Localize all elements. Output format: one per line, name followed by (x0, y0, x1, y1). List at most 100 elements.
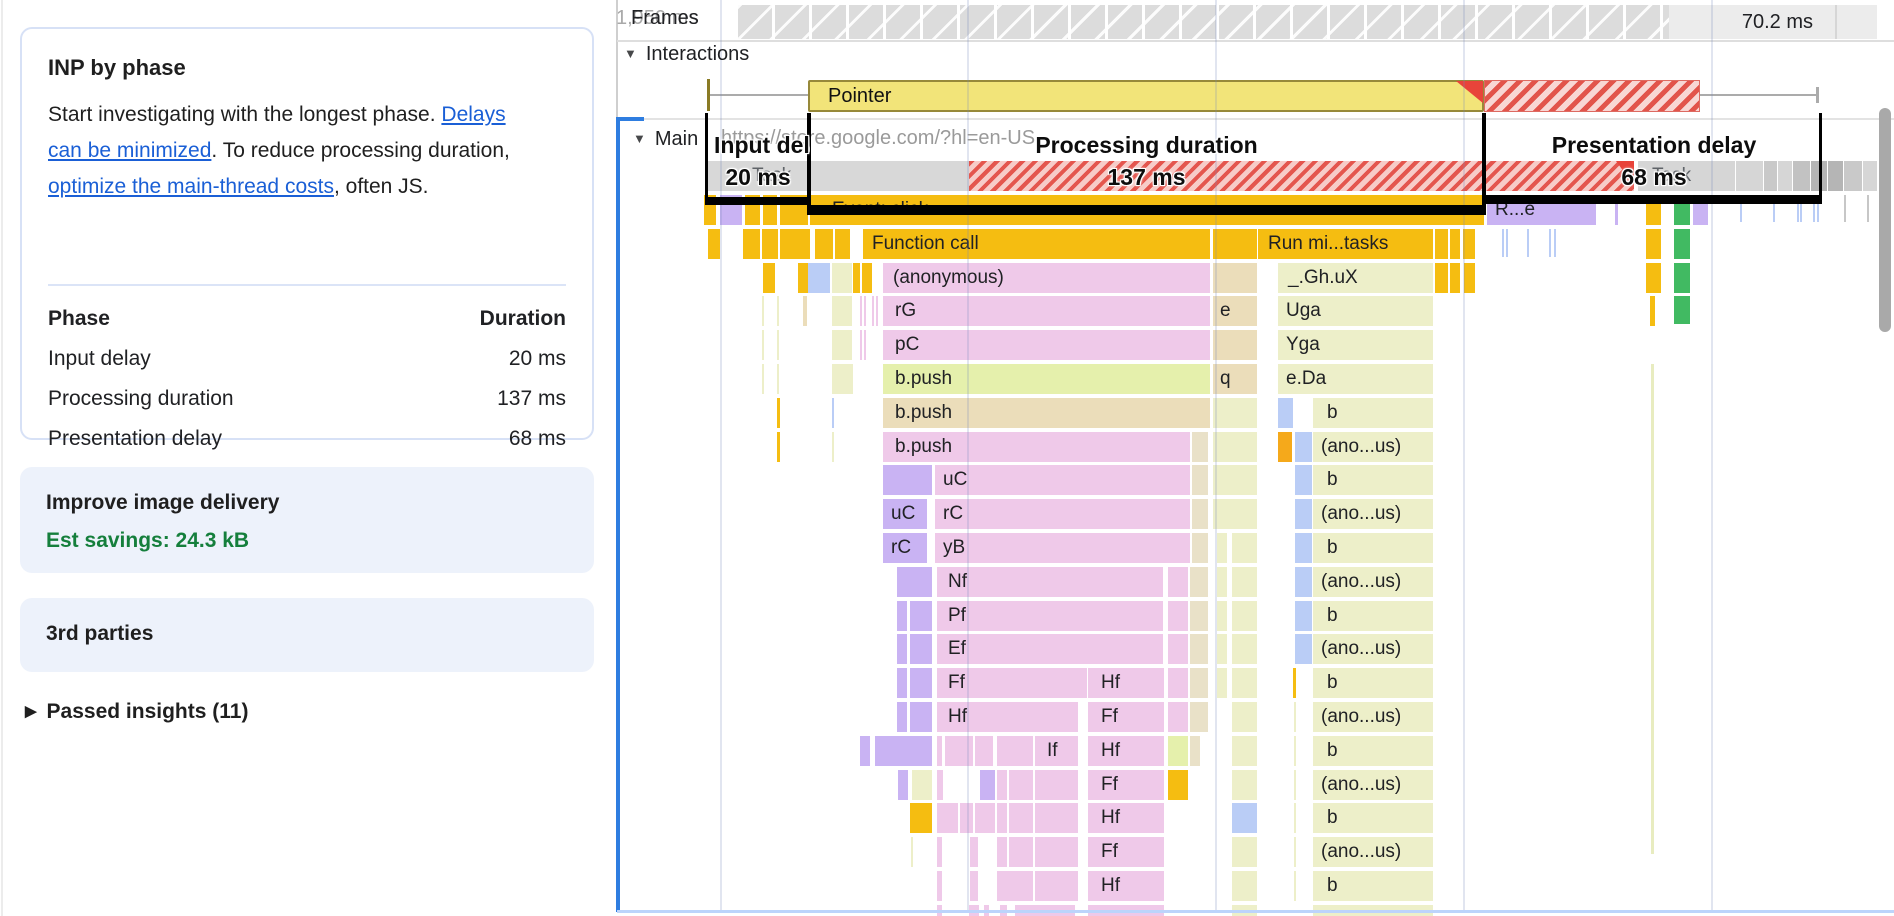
flame-bar[interactable] (1192, 432, 1208, 462)
flame-bar[interactable] (937, 803, 958, 833)
flame-bar-b[interactable]: b (1313, 871, 1433, 901)
flame-bar[interactable] (997, 803, 1007, 833)
flame-bar[interactable] (1217, 634, 1227, 664)
flame-bar--gh-ux[interactable]: _.Gh.uX (1278, 263, 1433, 293)
flame-bar[interactable] (1192, 499, 1208, 529)
flame-bar[interactable] (1190, 736, 1200, 766)
flame-bar[interactable] (1646, 263, 1661, 293)
passed-insights-toggle[interactable]: ▶ Passed insights (11) (25, 700, 248, 724)
flame-bar-rc[interactable]: rC (883, 533, 927, 563)
flame-bar[interactable] (1168, 601, 1188, 631)
flame-bar[interactable] (1867, 195, 1869, 222)
flame-bar[interactable] (1736, 161, 1763, 191)
flame-bar[interactable] (980, 770, 995, 800)
flame-bar[interactable] (1554, 229, 1556, 257)
flame-bar[interactable] (762, 364, 764, 394)
flame-bar[interactable] (777, 398, 780, 428)
pointer-interaction-bar[interactable]: Pointer (808, 80, 1484, 112)
flame-bar[interactable] (1797, 195, 1799, 222)
flame-bar[interactable] (762, 229, 778, 259)
flame-bar-yga[interactable]: Yga (1278, 330, 1433, 360)
flame-bar-uc[interactable]: uC (935, 465, 1190, 495)
flame-bar[interactable] (1168, 702, 1188, 732)
flame-bar--ano-us-[interactable]: (ano...us) (1313, 837, 1433, 867)
flame-bar[interactable] (1844, 195, 1846, 222)
flame-bar[interactable] (1435, 229, 1448, 259)
flame-bar[interactable] (883, 465, 932, 495)
flame-bar[interactable] (777, 432, 780, 462)
flame-bar-e[interactable]: e (1213, 296, 1257, 326)
flame-bar[interactable] (1168, 668, 1188, 698)
flame-bar-hf[interactable]: Hf (1088, 668, 1164, 698)
flame-bar[interactable] (832, 330, 852, 360)
flame-bar-function-call[interactable]: Function call (863, 229, 1210, 259)
flame-bar[interactable] (1450, 263, 1460, 293)
flame-bar[interactable] (1502, 229, 1504, 257)
flame-bar-b[interactable]: b (1313, 398, 1433, 428)
flame-bar-b[interactable]: b (1313, 465, 1433, 495)
flame-bar[interactable] (1435, 263, 1448, 293)
flame-bar-e-da[interactable]: e.Da (1278, 364, 1433, 394)
flame-bar[interactable] (1035, 770, 1078, 800)
flame-bar[interactable] (1549, 229, 1551, 257)
long-frame-block[interactable]: 70.2 ms (1669, 5, 1877, 39)
flame-bar--ano-us-[interactable]: (ano...us) (1313, 702, 1433, 732)
flame-bar[interactable] (860, 296, 862, 326)
flame-bar[interactable] (1295, 432, 1312, 462)
flame-bar[interactable] (1463, 229, 1475, 259)
inp-by-phase-card[interactable]: INP by phase Start investigating with th… (20, 27, 594, 450)
flame-bar[interactable] (1009, 770, 1033, 800)
frames-track[interactable]: 70.2 ms (617, 5, 1877, 39)
flame-bar[interactable] (1506, 229, 1508, 257)
flame-bar[interactable] (1035, 837, 1078, 867)
flame-bar[interactable] (1295, 634, 1312, 664)
flame-bar[interactable] (1773, 195, 1775, 222)
main-track-header[interactable]: ▼ Main (633, 128, 698, 151)
flame-bar[interactable] (1009, 837, 1033, 867)
flame-bar[interactable] (832, 432, 834, 462)
flame-bar[interactable] (897, 668, 907, 698)
flame-bar[interactable] (1217, 533, 1227, 563)
flame-bar[interactable] (1650, 296, 1655, 326)
flame-bar--ano-us-[interactable]: (ano...us) (1313, 567, 1433, 597)
flame-bar[interactable] (997, 871, 1033, 901)
flame-bar[interactable] (777, 364, 779, 394)
flame-bar[interactable] (1232, 803, 1257, 833)
frames-track-label[interactable]: Frames (631, 7, 699, 29)
flame-bar-ff[interactable]: Ff (1088, 770, 1164, 800)
flame-bar-hf[interactable]: Hf (1088, 803, 1164, 833)
flame-bar[interactable] (1615, 195, 1618, 225)
flame-bar[interactable] (1035, 871, 1078, 901)
flame-bar[interactable] (832, 263, 852, 293)
flame-bar-if[interactable]: If (1035, 736, 1078, 766)
flame-bar[interactable] (1190, 668, 1208, 698)
flame-bar-hf[interactable]: Hf (937, 702, 1078, 732)
flame-bar[interactable] (1800, 195, 1802, 222)
flame-bar[interactable] (1294, 837, 1296, 867)
flame-bar[interactable] (1190, 601, 1208, 631)
flame-bar[interactable] (1294, 871, 1296, 901)
flame-bar[interactable] (910, 702, 932, 732)
flame-bar[interactable] (912, 770, 932, 800)
flame-bar[interactable] (1168, 567, 1188, 597)
flame-bar-b-push[interactable]: b.push (883, 364, 1210, 394)
flame-bar[interactable] (1168, 770, 1188, 800)
flame-bar--ano-us-[interactable]: (ano...us) (1313, 634, 1433, 664)
flame-bar[interactable] (1295, 499, 1312, 529)
flame-bar--anonymous-[interactable]: (anonymous) (883, 263, 1210, 293)
flame-bar[interactable] (1190, 634, 1208, 664)
flame-bar[interactable] (997, 837, 1007, 867)
flame-bar[interactable] (875, 736, 932, 766)
flame-bar--ano-us-[interactable]: (ano...us) (1313, 499, 1433, 529)
flame-bar-yb[interactable]: yB (935, 533, 1190, 563)
frames-hatched-segments[interactable] (738, 5, 1669, 39)
flame-bar[interactable] (1295, 601, 1312, 631)
flame-bar[interactable] (937, 837, 942, 867)
flame-bar[interactable] (960, 803, 973, 833)
flame-bar[interactable] (937, 770, 943, 800)
flame-bar[interactable] (1778, 161, 1792, 191)
flame-bar[interactable] (872, 296, 874, 326)
flame-bar[interactable] (1213, 229, 1257, 259)
flame-bar[interactable] (708, 229, 720, 259)
flame-bar-pc[interactable]: pC (883, 330, 1210, 360)
